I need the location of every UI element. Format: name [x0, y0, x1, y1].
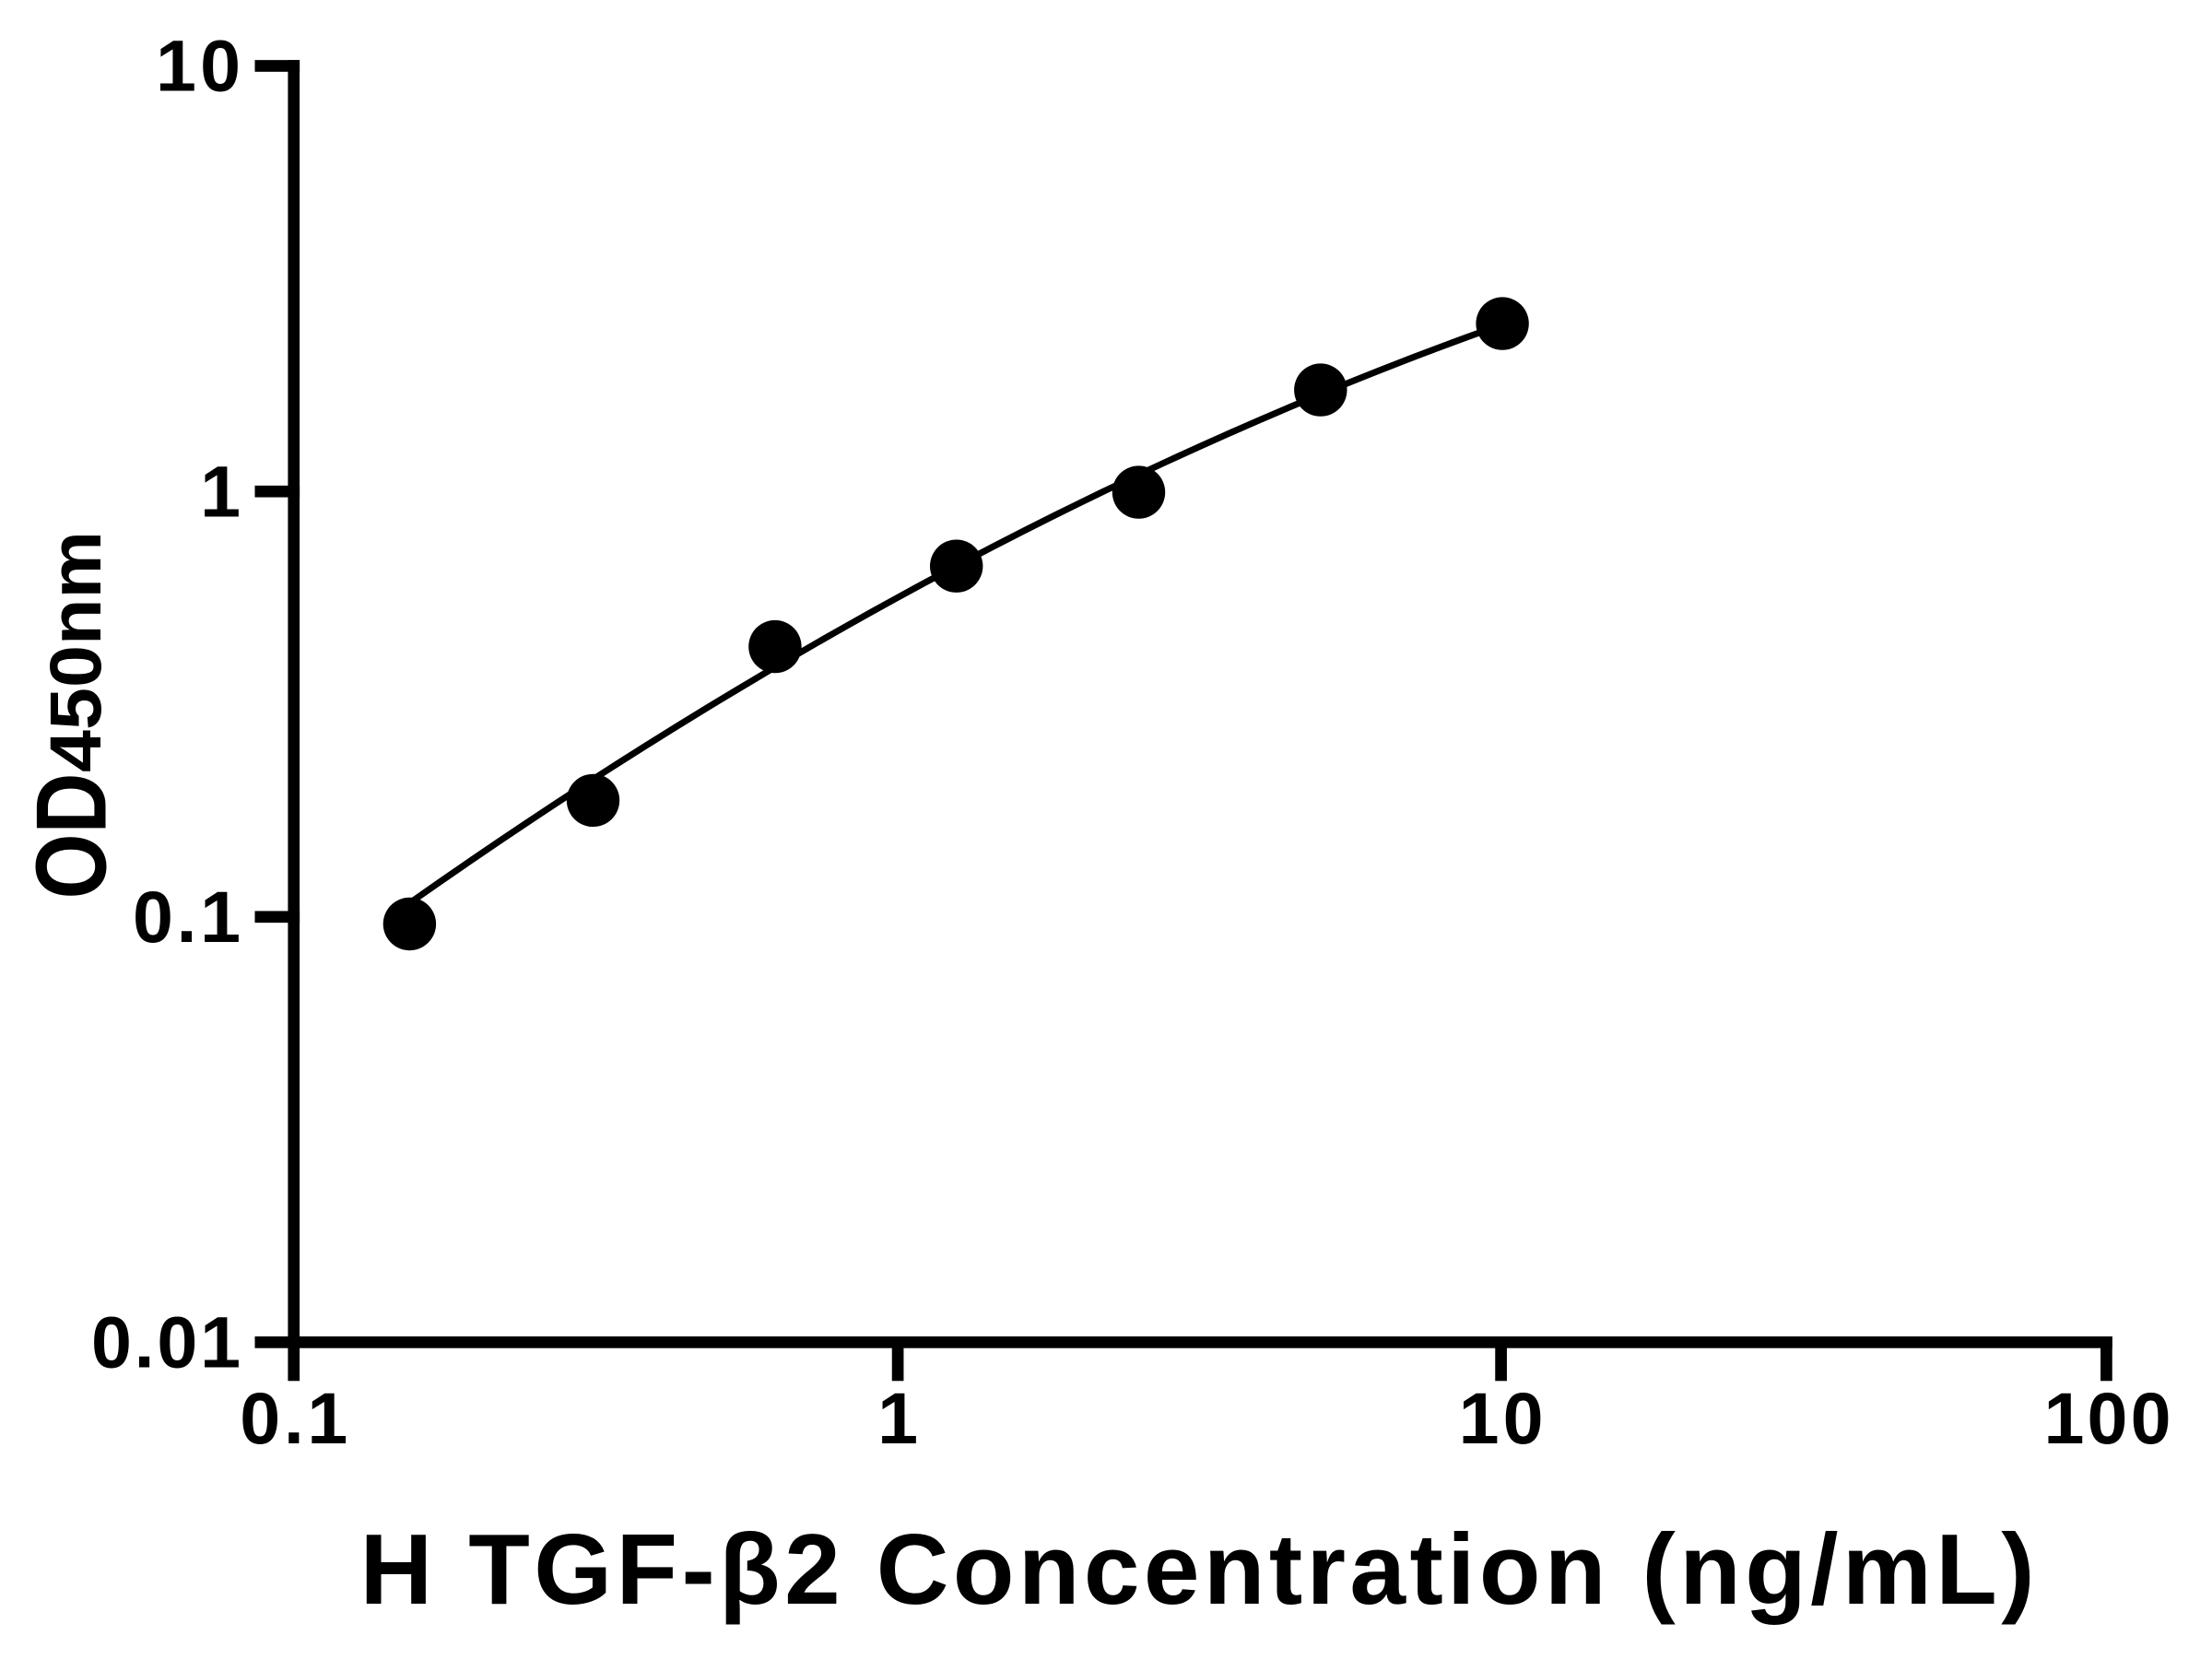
svg-text:1: 1: [877, 1377, 918, 1459]
svg-text:100: 100: [2044, 1377, 2171, 1459]
svg-text:H TGF-β2 Concentration (ng/mL): H TGF-β2 Concentration (ng/mL): [360, 1513, 2035, 1626]
svg-text:450nm: 450nm: [36, 531, 117, 772]
svg-text:0.1: 0.1: [240, 1377, 347, 1459]
svg-text:OD: OD: [16, 772, 127, 899]
svg-text:0.1: 0.1: [133, 876, 241, 958]
svg-text:1: 1: [200, 450, 241, 532]
svg-text:0.01: 0.01: [91, 1301, 241, 1383]
